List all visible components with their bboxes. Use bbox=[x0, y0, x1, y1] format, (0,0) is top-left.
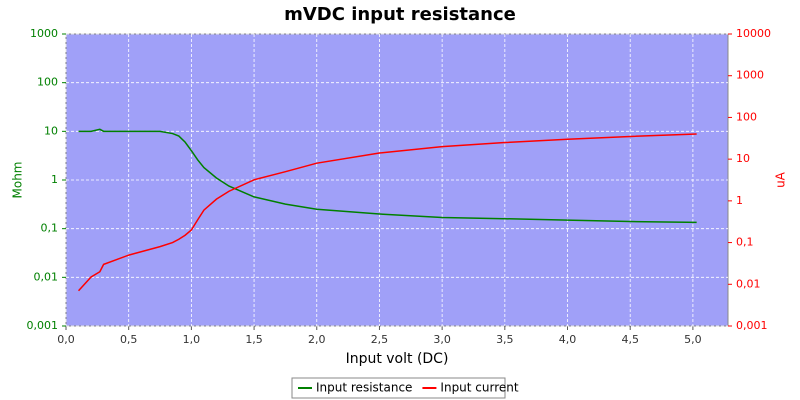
series-line bbox=[78, 128, 697, 224]
y-tick-label: 1000 bbox=[30, 27, 58, 40]
x-tick-label: 3,0 bbox=[433, 333, 451, 346]
y-tick-label: 0,001 bbox=[27, 319, 59, 332]
y2-tick-label: 10000 bbox=[736, 27, 771, 40]
y2-tick-label: 1000 bbox=[736, 69, 764, 82]
y2-tick-label: 10 bbox=[736, 152, 750, 165]
legend-label: Input current bbox=[440, 381, 518, 395]
y2-tick-label: 0,001 bbox=[736, 319, 768, 332]
x-tick-label: 2,0 bbox=[308, 333, 326, 346]
y2-axis-title: uA bbox=[774, 171, 788, 188]
y2-tick-label: 100 bbox=[736, 110, 757, 123]
x-tick-label: 0,0 bbox=[57, 333, 75, 346]
x-tick-label: 2,5 bbox=[371, 333, 389, 346]
y-tick-label: 1 bbox=[51, 173, 58, 186]
x-tick-label: 3,5 bbox=[496, 333, 514, 346]
y-tick-label: 10 bbox=[44, 124, 58, 137]
legend-label: Input resistance bbox=[316, 381, 412, 395]
x-axis-title: Input volt (DC) bbox=[346, 351, 449, 367]
x-tick-label: 4,5 bbox=[621, 333, 639, 346]
y-tick-label: 0,1 bbox=[41, 222, 59, 235]
x-tick-label: 4,0 bbox=[559, 333, 577, 346]
y2-tick-label: 1 bbox=[736, 194, 743, 207]
legend bbox=[291, 377, 506, 399]
x-tick-label: 5,0 bbox=[684, 333, 702, 346]
chart-title: mVDC input resistance bbox=[284, 4, 516, 25]
y-tick-label: 0,01 bbox=[34, 270, 59, 283]
y2-tick-label: 0,1 bbox=[736, 236, 754, 249]
x-tick-label: 1,5 bbox=[245, 333, 263, 346]
y-tick-label: 100 bbox=[37, 76, 58, 89]
x-tick-label: 1,0 bbox=[183, 333, 201, 346]
y2-tick-label: 0,01 bbox=[736, 277, 761, 290]
x-tick-label: 0,5 bbox=[120, 333, 138, 346]
series-line bbox=[77, 133, 697, 292]
y-axis-title: Mohm bbox=[11, 162, 25, 199]
